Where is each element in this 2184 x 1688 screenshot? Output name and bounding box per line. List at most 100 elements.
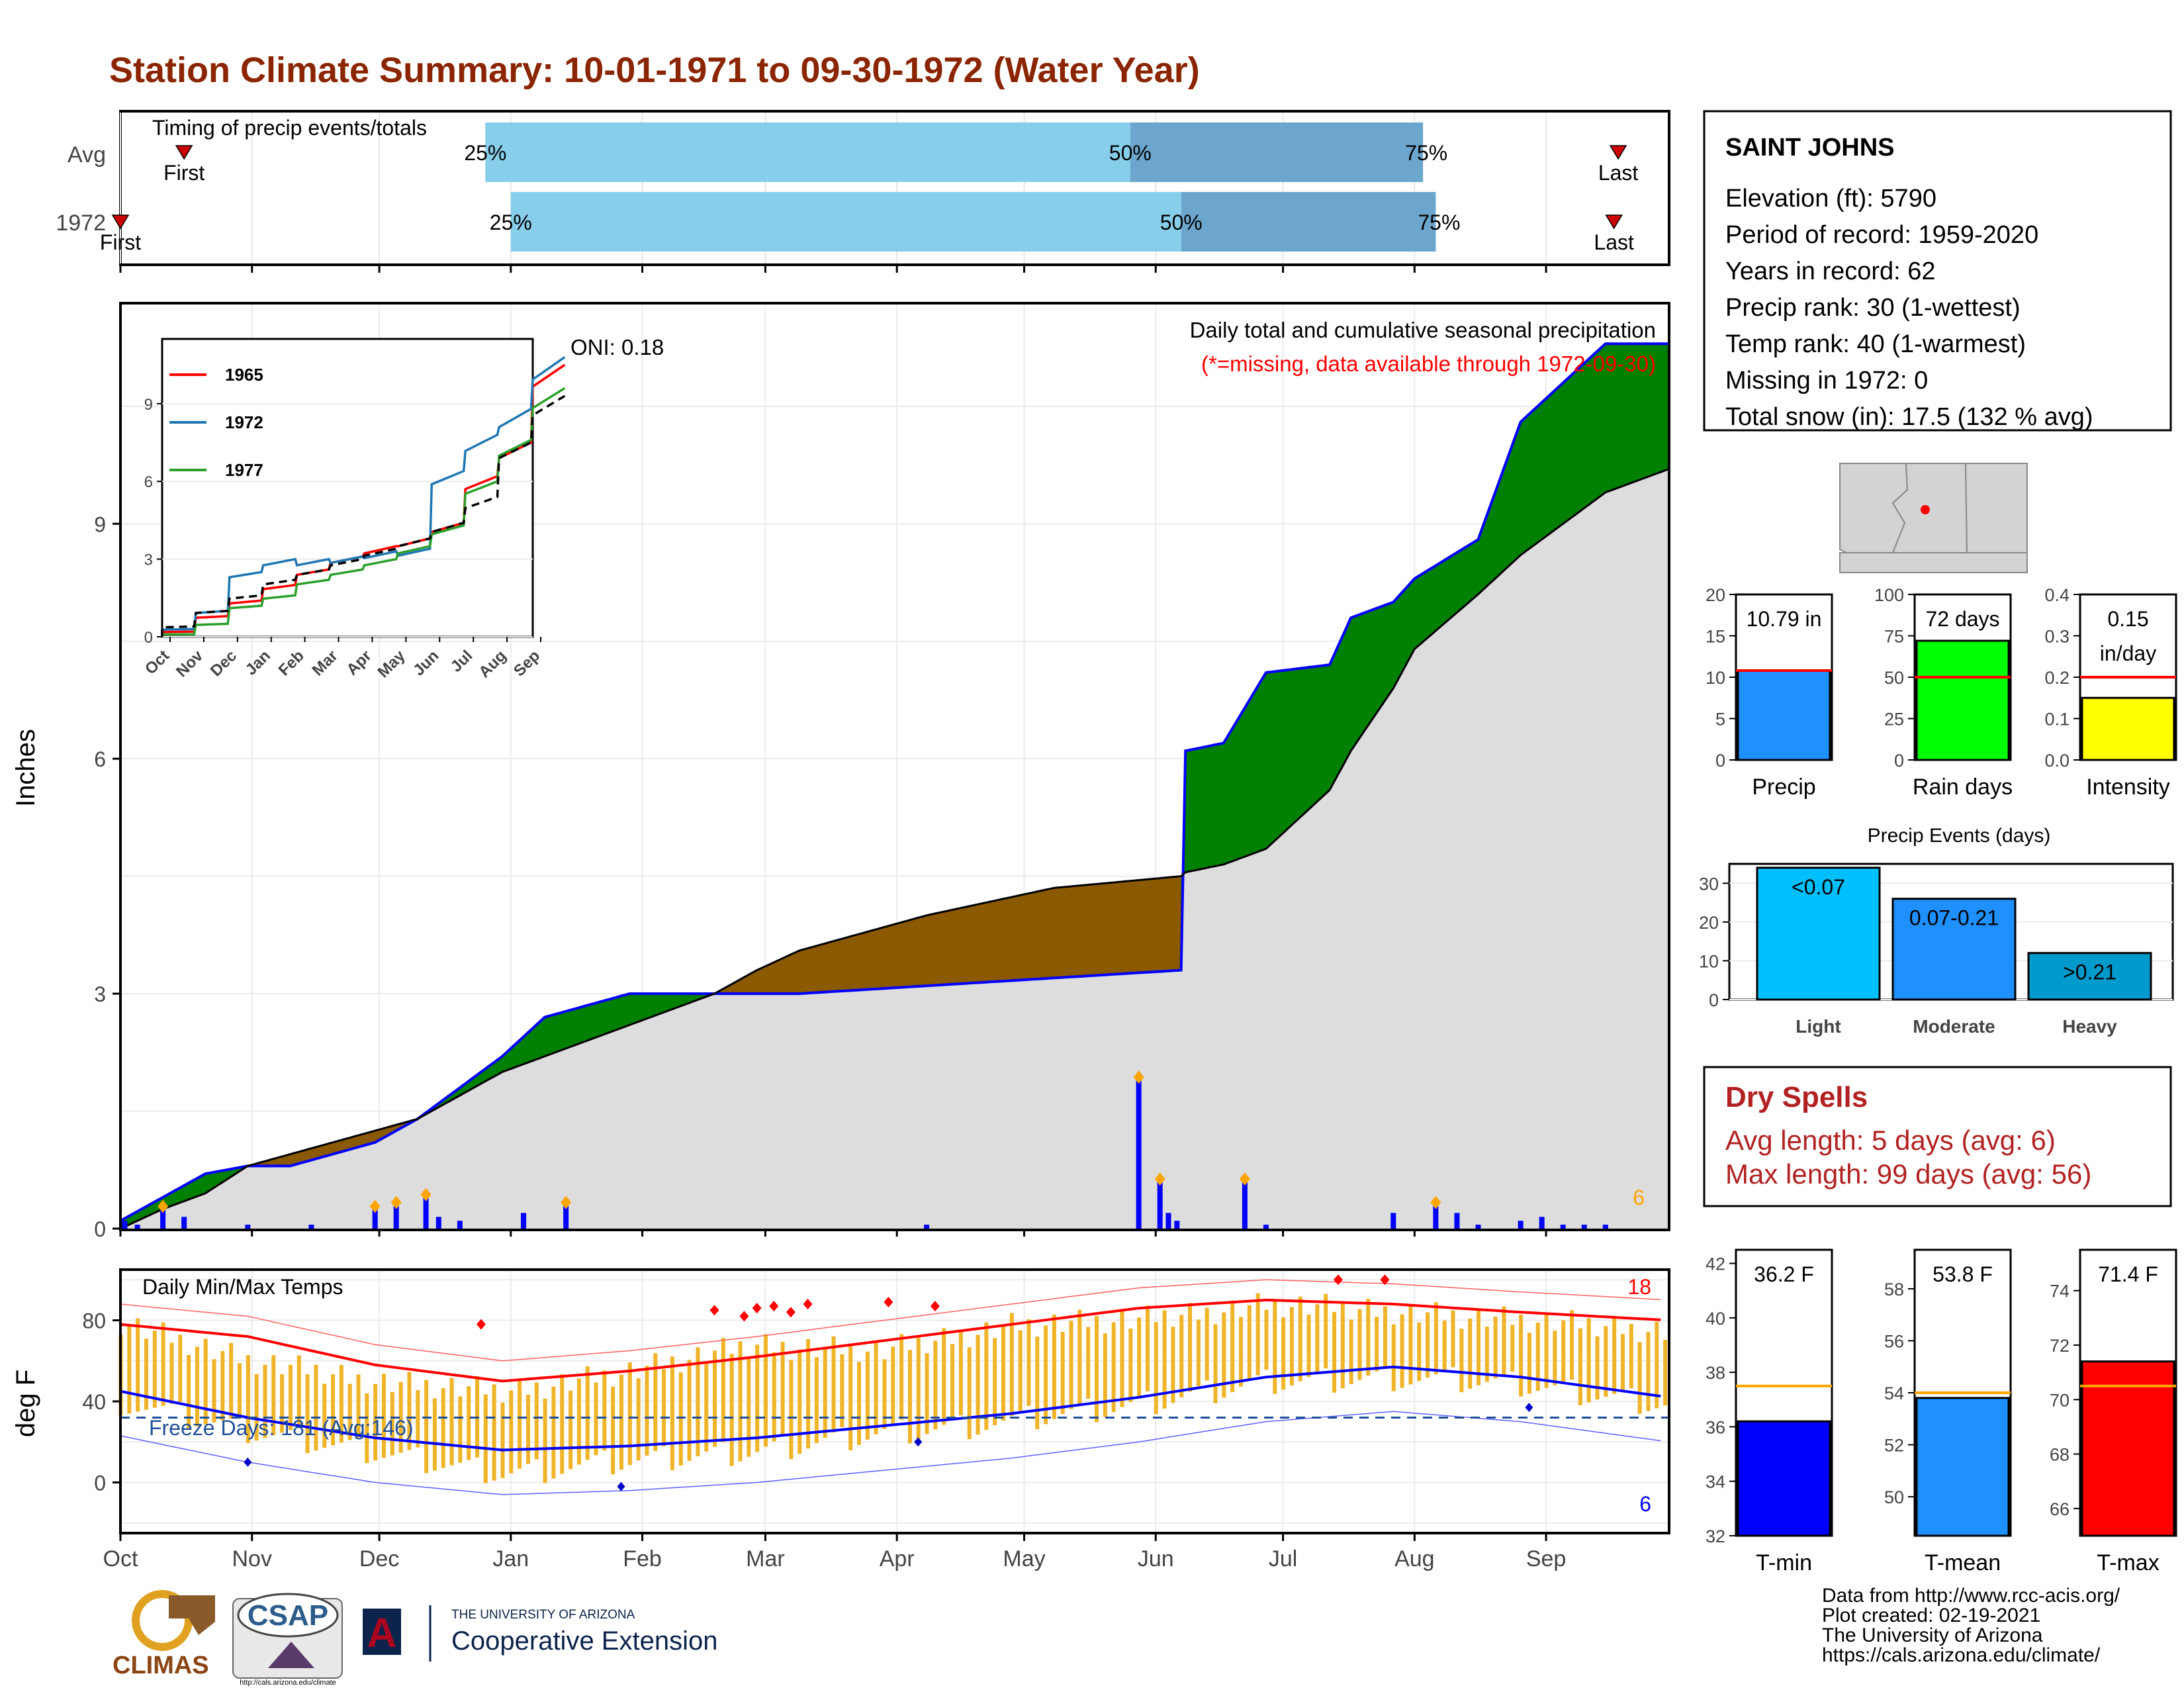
daily-temp-range-bar [525, 1394, 530, 1464]
daily-temp-range-bar [763, 1334, 768, 1447]
above-average-fill [1537, 402, 1542, 543]
summary-y-tick-label: 58 [1884, 1280, 1904, 1299]
above-average-fill [667, 993, 672, 1011]
timing-row-avg-label: Avg [68, 142, 106, 167]
daily-temp-range-bar [1433, 1302, 1438, 1374]
footer: Data from http://www.rcc-acis.org/ Plot … [1822, 1585, 2120, 1666]
summary-y-tick-label: 50 [1884, 668, 1904, 688]
daily-temp-range-bar [1196, 1319, 1201, 1386]
daily-temp-range-bar [1417, 1322, 1422, 1382]
above-average-fill [642, 993, 647, 1021]
daily-temp-range-bar [229, 1342, 234, 1419]
below-average-fill [752, 970, 757, 994]
summary-y-tick-label: 15 [1706, 627, 1725, 647]
below-average-fill [1113, 882, 1118, 975]
last-event-label: Last [1594, 230, 1634, 254]
daily-temp-range-bar [789, 1360, 794, 1460]
above-average-fill [1473, 539, 1479, 598]
daily-temp-range-bar [1044, 1325, 1048, 1425]
summary-y-tick-label: 70 [2050, 1390, 2070, 1410]
record-high-marker [739, 1311, 749, 1322]
above-average-fill [582, 1005, 588, 1043]
below-average-fill [1024, 893, 1029, 980]
below-average-fill [896, 922, 901, 988]
below-average-fill [1091, 884, 1097, 976]
daily-temp-range-bar [1383, 1306, 1387, 1368]
dry-spells-avg: Avg length: 5 days (avg: 6) [1725, 1125, 2056, 1156]
daily-temp-range-bar [627, 1362, 632, 1466]
timing-label-q25: 25% [464, 141, 506, 165]
heavy-event-marker [1430, 1196, 1441, 1209]
below-average-fill [1100, 882, 1105, 976]
daily-temp-range-bar [1553, 1331, 1557, 1385]
daily-temp-range-bar [662, 1369, 666, 1447]
below-average-fill [1117, 881, 1122, 974]
summary-chart-name: T-mean [1925, 1550, 2001, 1575]
heavy-event-marker [1133, 1070, 1144, 1084]
above-average-fill [1520, 417, 1525, 556]
below-average-fill [973, 904, 978, 984]
above-average-fill [1363, 611, 1369, 733]
above-average-fill [659, 993, 664, 1015]
summary-y-tick-label: 68 [2050, 1445, 2070, 1465]
daily-temp-range-bar [1535, 1323, 1540, 1391]
daily-temp-range-bar [1298, 1296, 1302, 1382]
month-label: Jul [1269, 1546, 1297, 1571]
daily-temp-range-bar [1230, 1300, 1235, 1393]
summary-y-tick-label: 0 [1894, 751, 1904, 771]
precip-y-tick-label: 3 [94, 982, 106, 1006]
daily-temp-range-bar [288, 1364, 293, 1430]
below-average-fill [968, 905, 974, 984]
daily-temp-range-bar [687, 1360, 692, 1461]
below-average-fill [1045, 888, 1050, 979]
map-state-south [1839, 552, 2028, 573]
below-average-fill [756, 968, 762, 994]
events-category-label: Light [1796, 1016, 1841, 1037]
daily-temp-range-bar [1018, 1330, 1023, 1411]
below-average-fill [892, 923, 897, 988]
above-average-fill [1567, 374, 1572, 522]
daily-temp-range-bar [696, 1347, 700, 1456]
above-average-fill [591, 1002, 596, 1040]
daily-temp-range-bar [1103, 1333, 1107, 1417]
above-average-fill [1443, 557, 1449, 624]
below-average-fill [989, 900, 995, 982]
info-snow: Total snow (in): 17.5 (132 % avg) [1725, 403, 2093, 431]
above-average-fill [1338, 636, 1343, 774]
summary-y-tick-label: 0.1 [2044, 710, 2070, 729]
above-average-fill [1422, 570, 1428, 643]
precip-y-tick-label: 6 [94, 747, 106, 771]
below-average-fill [833, 939, 838, 992]
below-average-fill [875, 927, 880, 990]
daily-temp-range-bar [814, 1357, 819, 1444]
daily-precip-bar [1242, 1182, 1248, 1229]
above-average-fill [1346, 618, 1351, 759]
above-average-fill [1385, 603, 1390, 702]
below-average-fill [1163, 877, 1169, 972]
footer-date: Plot created: 02-19-2021 [1822, 1605, 2040, 1626]
daily-precip-bar [1539, 1217, 1545, 1229]
below-average-fill [850, 935, 855, 991]
daily-temp-range-bar [925, 1353, 929, 1434]
above-average-fill [1414, 575, 1420, 650]
above-average-fill [1469, 541, 1475, 602]
timing-bars: 25% 50% 75% First Last 25% 50% 75% First Last [100, 122, 1638, 254]
daily-temp-range-bar [857, 1362, 862, 1445]
month-label: Mar [746, 1546, 785, 1571]
daily-temp-range-bar [458, 1396, 463, 1463]
inset-frame [161, 338, 534, 638]
above-average-fill [1371, 608, 1377, 720]
month-label: May [1003, 1546, 1045, 1571]
daily-temp-range-bar [280, 1374, 285, 1433]
month-label: Jan [492, 1546, 529, 1571]
daily-temp-range-bar [416, 1390, 420, 1448]
inset-legend-label: 1972 [225, 412, 263, 432]
below-average-fill [998, 898, 1003, 982]
below-average-fill [922, 915, 927, 986]
above-average-fill [1193, 748, 1199, 871]
below-average-fill [909, 918, 915, 988]
summary-chart-name: Precip [1752, 774, 1815, 800]
below-average-fill [1066, 886, 1071, 978]
daily-temp-range-bar [203, 1338, 208, 1425]
above-average-fill [663, 993, 668, 1013]
